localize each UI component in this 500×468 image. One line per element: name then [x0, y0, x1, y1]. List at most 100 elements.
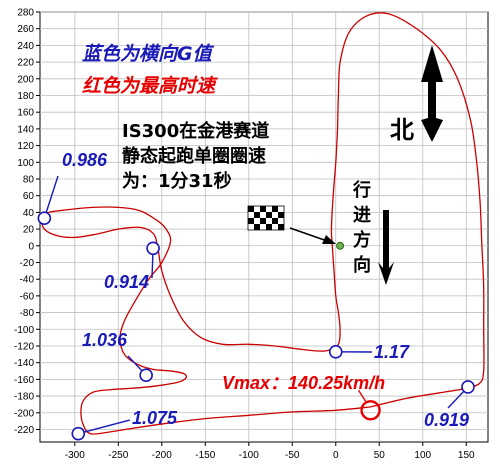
track-line	[40, 12, 485, 435]
g-point-label: 1.036	[82, 330, 128, 350]
x-tick-label: -250	[108, 450, 128, 461]
y-tick-label: 140	[17, 124, 34, 135]
flag-cell	[278, 212, 284, 218]
flag-cell	[260, 224, 266, 230]
start-arrow	[289, 227, 331, 243]
g-point-marker	[461, 380, 475, 394]
y-tick-label: 200	[17, 74, 34, 85]
g-point-marker	[328, 345, 343, 359]
flag-cell	[254, 212, 260, 218]
flag-cell	[254, 218, 260, 224]
flag-cell	[278, 224, 284, 230]
flag-cell	[260, 212, 266, 218]
x-tick-label: -300	[65, 450, 85, 461]
y-tick-label: -40	[20, 275, 35, 286]
y-tick-label: 280	[17, 8, 34, 19]
y-tick-label: 180	[17, 91, 34, 102]
flag-cell	[266, 212, 272, 218]
flag-cell	[272, 206, 278, 212]
y-tick-label: -60	[20, 291, 35, 302]
x-tick-label: 0	[333, 450, 339, 461]
direction-char-4: 向	[353, 254, 371, 276]
flag-cell	[278, 218, 284, 224]
x-tick-label: -50	[285, 450, 300, 461]
info-line-1: IS300在金港赛道	[122, 120, 269, 142]
g-point-marker	[139, 368, 153, 383]
flag-cell	[248, 224, 254, 230]
flag-cell	[254, 224, 260, 230]
north-arrow-icon	[421, 45, 443, 142]
g-point-marker	[37, 211, 52, 226]
y-tick-label: -200	[14, 408, 34, 419]
direction-char-2: 进	[353, 205, 371, 226]
vmax-leader	[357, 389, 367, 402]
flag-border	[247, 205, 285, 231]
flag-cell	[248, 212, 254, 218]
flag-cell	[272, 224, 278, 230]
y-tick-label: 240	[17, 41, 34, 52]
y-tick-label: 60	[23, 191, 35, 202]
x-tick-label: -200	[152, 450, 172, 461]
flag-cell	[272, 212, 278, 218]
y-tick-label: 160	[17, 108, 34, 119]
start-arrow-head	[322, 235, 336, 244]
flag-cell	[266, 224, 272, 230]
y-tick-label: -140	[14, 358, 34, 369]
x-tick-label: 100	[414, 450, 431, 461]
g-point-label: 1.17	[374, 342, 410, 362]
y-tick-label: 80	[23, 174, 35, 185]
g-points: 0.986 0.914 1.036 1.075 1.17 0.919	[37, 150, 475, 441]
checkered-flag-icon	[247, 205, 285, 231]
info-line-3: 为：1分31秒	[122, 170, 232, 192]
x-axis-ticks: -300 -250 -200 -150 -100 -50 0 50 100 150	[65, 442, 475, 461]
flag-cell	[260, 206, 266, 212]
y-tick-label: -80	[20, 308, 35, 319]
north-label: 北	[390, 116, 414, 144]
vmax-marker-circle	[360, 400, 381, 421]
flag-cell	[260, 218, 266, 224]
direction-char-1: 行	[352, 179, 371, 201]
y-tick-label: -160	[14, 375, 34, 386]
flag-cell	[272, 218, 278, 224]
direction-arrow-icon	[378, 210, 394, 285]
start-point	[336, 241, 345, 250]
g-point-marker	[71, 426, 86, 441]
flag-cell	[248, 218, 254, 224]
g-point-label: 0.914	[104, 272, 149, 292]
legend-red-text: 红色为最高时速	[82, 75, 218, 97]
y-tick-label: -20	[20, 258, 35, 269]
flag-cell	[254, 206, 260, 212]
x-tick-label: -150	[195, 450, 215, 461]
vmax-marker: Vmax：140.25km/h	[222, 373, 385, 421]
flag-cell	[266, 206, 272, 212]
y-tick-label: 20	[23, 225, 35, 236]
y-tick-label: -180	[14, 392, 34, 403]
y-axis-ticks: 280260240220200180160140120100806040200-…	[14, 8, 40, 436]
grid	[40, 11, 488, 442]
y-tick-label: 40	[23, 208, 35, 219]
vmax-label: Vmax：140.25km/h	[222, 373, 385, 393]
y-tick-label: -220	[14, 425, 34, 436]
y-tick-label: 220	[17, 58, 34, 69]
direction-char-3: 方	[353, 229, 371, 251]
g-point-label: 1.075	[132, 408, 178, 428]
y-tick-label: 0	[28, 241, 34, 252]
x-tick-label: -100	[239, 450, 259, 461]
g-point-leader	[78, 419, 131, 435]
g-point-label: 0.986	[62, 150, 108, 170]
legend-blue-text: 蓝色为横向G值	[82, 43, 215, 65]
y-tick-label: -120	[14, 341, 34, 352]
info-line-2: 静态起跑单圈圈速	[122, 145, 266, 167]
flag-cell	[248, 206, 254, 212]
x-tick-label: 150	[458, 450, 475, 461]
x-tick-label: 50	[374, 450, 386, 461]
y-tick-label: 100	[17, 158, 34, 169]
g-point-label: 0.919	[424, 410, 469, 430]
y-tick-label: 260	[17, 24, 34, 35]
flag-cell	[266, 218, 272, 224]
y-tick-label: -100	[14, 325, 34, 336]
g-point-leader	[43, 175, 59, 219]
y-tick-label: 120	[17, 141, 34, 152]
g-point-marker	[146, 241, 160, 256]
